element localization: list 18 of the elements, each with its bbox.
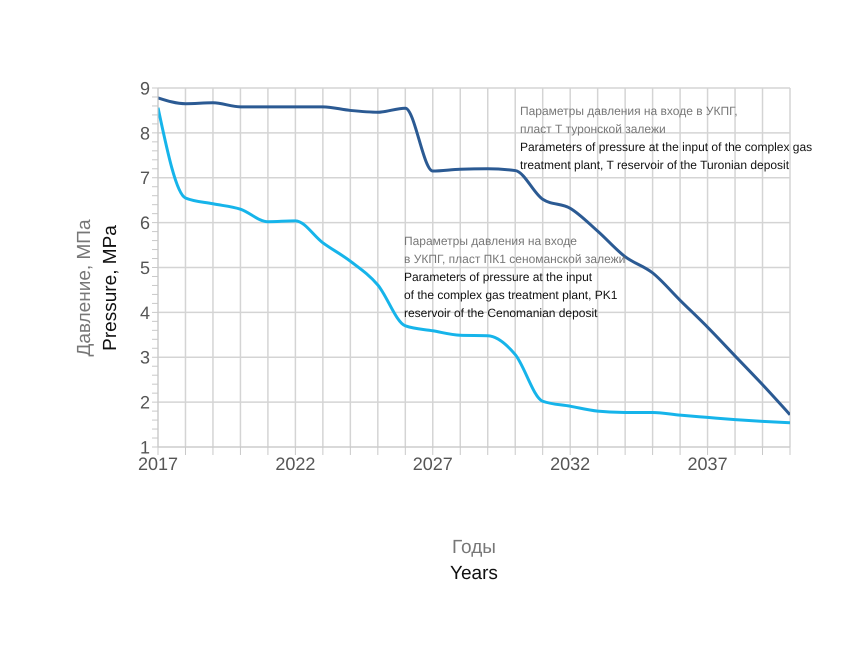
x-axis-title: Годы Years xyxy=(449,536,499,586)
annotation: Параметры давления на входе в УКПГ, пласт ПК1 сеноманской залежи xyxy=(404,233,626,268)
y-tick-label: 9 xyxy=(140,78,150,98)
series-label: Parameters of pressure at the input of the complex gas treatment plant, PK1 reservoir of the Cenomanian deposit xyxy=(404,269,618,322)
y-tick-label: 3 xyxy=(140,348,150,368)
x-tick-label: 2022 xyxy=(275,454,316,474)
y-tick-label: 7 xyxy=(140,168,150,188)
y-tick-label: 8 xyxy=(140,123,150,144)
x-tick-label: 2037 xyxy=(688,454,728,474)
y-tick-label: 4 xyxy=(140,302,150,323)
y-tick-label: 6 xyxy=(140,213,150,234)
x-tick-label: 2032 xyxy=(550,454,590,474)
x-tick-label: 2027 xyxy=(412,454,453,474)
y-tick-label: 5 xyxy=(140,258,150,278)
series-label: Parameters of pressure at the input of the complex gas treatment plant, T reservoir of the Turonian deposit xyxy=(520,139,812,174)
y-axis-title: Давление, МПа Pressure, МPa xyxy=(73,219,122,357)
annotation: Параметры давления на входе в УКПГ, пласт Т туронской залежи xyxy=(520,103,739,138)
y-tick-label: 2 xyxy=(140,392,150,413)
